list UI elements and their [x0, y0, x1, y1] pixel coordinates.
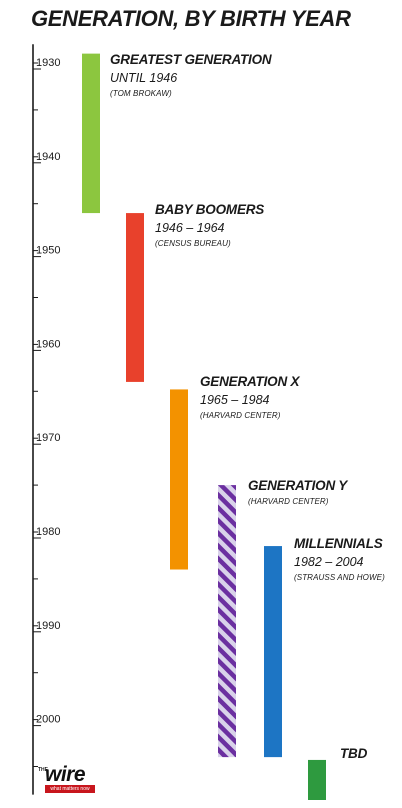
- generation-range: 1982 – 2004: [294, 555, 364, 569]
- generation-source: (STRAUSS AND HOWE): [294, 573, 385, 582]
- generation-range: 1946 – 1964: [155, 221, 225, 235]
- the-wire-logo: THE wire what matters now: [38, 762, 100, 796]
- axis-tick-label-1950: 1950: [36, 245, 60, 257]
- axis-tick-label-1930: 1930: [36, 57, 60, 69]
- bar-genx: [170, 389, 188, 570]
- bar-millennials: [264, 546, 282, 758]
- logo-wire: wire: [45, 763, 86, 786]
- generation-name: TBD: [340, 746, 368, 761]
- logo-the: THE: [38, 767, 48, 773]
- label-boomers: BABY BOOMERS 1946 – 1964 (CENSUS BUREAU): [155, 202, 264, 250]
- bar-tbd: [308, 759, 326, 800]
- label-geny: GENERATION Y (HARVARD CENTER): [248, 478, 347, 508]
- axis-tick-label-2000: 2000: [36, 714, 60, 726]
- generation-range: UNTIL 1946: [110, 71, 178, 85]
- axis-tick-label-1940: 1940: [36, 151, 60, 163]
- axis-tick-label-1970: 1970: [36, 432, 60, 444]
- generation-source: (HARVARD CENTER): [200, 411, 281, 420]
- axis-tick-label-1980: 1980: [36, 526, 60, 538]
- generation-source: (CENSUS BUREAU): [155, 239, 231, 248]
- generation-range: 1965 – 1984: [200, 393, 270, 407]
- generation-bars: [82, 53, 326, 800]
- generation-name: GENERATION X: [200, 374, 300, 389]
- year-axis: 1930 1940 1950 1960 1970 1980 1990 2000: [32, 44, 60, 795]
- logo-tagline: what matters now: [45, 785, 95, 793]
- generation-name: MILLENNIALS: [294, 536, 383, 551]
- label-greatest: GREATEST GENERATION UNTIL 1946 (TOM BROKAW…: [110, 52, 272, 100]
- generation-name: GREATEST GENERATION: [110, 52, 272, 67]
- bar-geny: [218, 485, 236, 758]
- bar-greatest: [82, 53, 100, 214]
- generation-name: GENERATION Y: [248, 478, 348, 493]
- axis-tick-label-1960: 1960: [36, 338, 60, 350]
- generation-source: (HARVARD CENTER): [248, 497, 329, 506]
- generation-name: BABY BOOMERS: [155, 202, 265, 217]
- label-tbd: TBD: [340, 746, 367, 762]
- chart-title: GENERATION, BY BIRTH YEAR: [31, 6, 351, 31]
- label-millennials: MILLENNIALS 1982 – 2004 (STRAUSS AND HOWE): [294, 536, 385, 584]
- generation-source: (TOM BROKAW): [110, 89, 172, 98]
- bar-boomers: [126, 213, 144, 382]
- axis-tick-label-1990: 1990: [36, 620, 60, 632]
- label-genx: GENERATION X 1965 – 1984 (HARVARD CENTER): [200, 374, 300, 422]
